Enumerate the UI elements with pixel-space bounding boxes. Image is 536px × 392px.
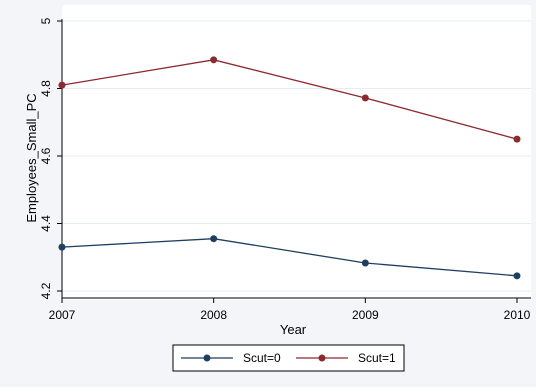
- x-axis-label: Year: [280, 322, 307, 337]
- series-layer: [58, 56, 521, 280]
- series-line-0: [61, 238, 518, 277]
- x-tick-label: 2010: [504, 308, 531, 322]
- grid-lines: [62, 20, 531, 292]
- data-point-series-1: [58, 81, 66, 89]
- x-axis-ticks: 2007 2008 2009 2010: [49, 298, 531, 322]
- legend-items: Scut=0 Scut=1: [181, 351, 396, 365]
- y-axis-label: Employees_Small_PC: [24, 93, 39, 222]
- data-point-series-0: [58, 243, 66, 251]
- plot-area: [62, 5, 531, 300]
- x-tick-label: 2008: [200, 308, 227, 322]
- data-point-series-1: [361, 94, 369, 102]
- data-point-series-0: [361, 259, 369, 267]
- data-point-series-0: [210, 235, 218, 243]
- legend-marker-1: [318, 354, 326, 362]
- y-tick-label: 4.2: [39, 282, 53, 299]
- y-tick-label: 4.6: [39, 147, 53, 164]
- x-tick-label: 2009: [352, 308, 379, 322]
- x-tick-label: 2007: [49, 308, 76, 322]
- y-tick-label: 4.8: [39, 80, 53, 97]
- y-axis-ticks: 4.2 4.4 4.6 4.8 5: [39, 17, 62, 299]
- y-tick-label: 5: [39, 17, 53, 24]
- series-line-1: [61, 59, 518, 140]
- legend-label-1: Scut=1: [358, 351, 396, 365]
- legend-marker-0: [203, 354, 211, 362]
- legend-label-0: Scut=0: [243, 351, 281, 365]
- data-point-series-0: [513, 272, 521, 280]
- legend: Scut=0 Scut=1: [172, 344, 405, 372]
- y-tick-label: 4.4: [39, 215, 53, 232]
- data-point-series-1: [513, 135, 521, 143]
- data-point-series-1: [210, 56, 218, 64]
